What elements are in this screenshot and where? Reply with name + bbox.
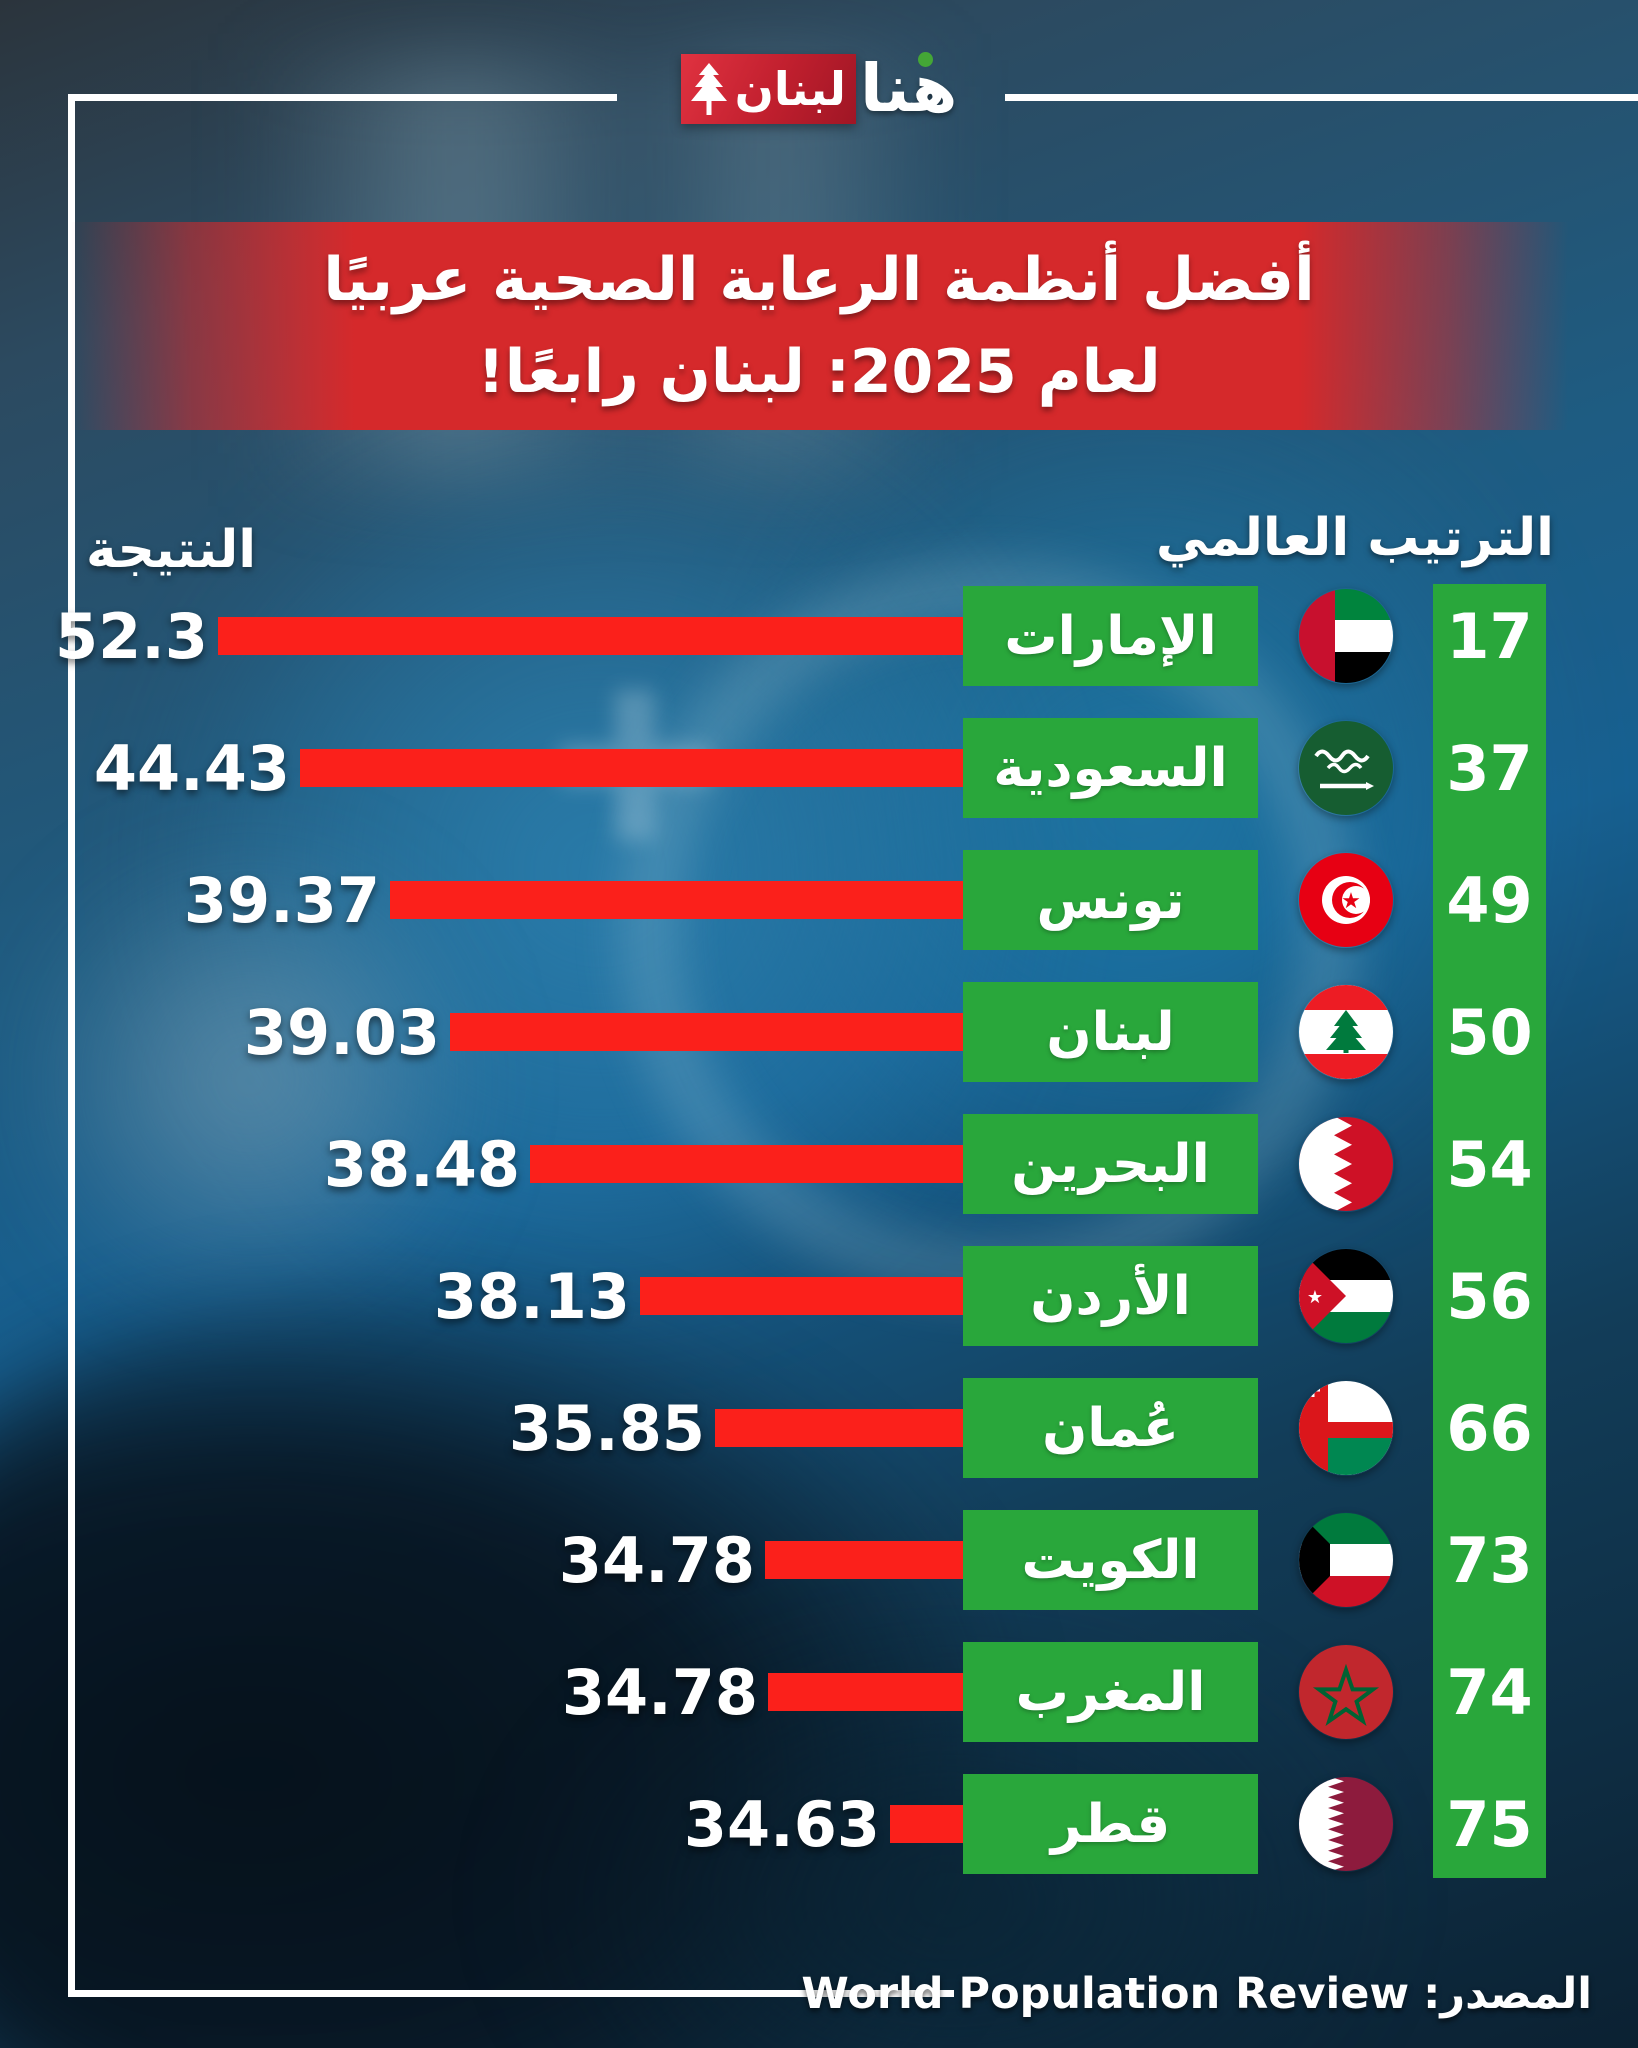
score-value: 34.78	[558, 1523, 755, 1597]
world-rank-value: 73	[1446, 1523, 1533, 1597]
country-box: قطر	[963, 1774, 1258, 1874]
logo-red-box: لبنان	[680, 54, 856, 124]
country-box: السعودية	[963, 718, 1258, 818]
country-box: المغرب	[963, 1642, 1258, 1742]
world-rank-column: 17 37 49 50 54 56 66 73 74 75	[1433, 584, 1546, 1878]
logo-prefix-text: هنا	[856, 52, 957, 124]
country-name: عُمان	[1042, 1397, 1179, 1459]
source-value: World Population Review	[801, 1969, 1410, 2019]
score-value: 52.3	[55, 599, 208, 673]
score-value: 44.43	[93, 731, 290, 805]
source-label: المصدر:	[1423, 1969, 1592, 2019]
country-name: تونس	[1036, 869, 1185, 931]
chart-row-om: 35.85 عُمان	[0, 1362, 1638, 1494]
score-bar	[765, 1541, 963, 1579]
title-line-1: أفضل أنظمة الرعاية الصحية عربيًا	[323, 245, 1315, 315]
chart-row-kw: 34.78 الكويت	[0, 1494, 1638, 1626]
score-bar	[450, 1013, 963, 1051]
chart-row-tn: 39.37 تونس ★	[0, 834, 1638, 966]
country-box: الإمارات	[963, 586, 1258, 686]
flag-icon-lb	[1298, 984, 1394, 1080]
svg-text:★: ★	[1341, 889, 1361, 914]
country-name: قطر	[1050, 1793, 1171, 1855]
flag-icon-ma	[1298, 1644, 1394, 1740]
world-rank-value: 66	[1446, 1391, 1533, 1465]
flag-icon-qa	[1298, 1776, 1394, 1872]
score-bar	[715, 1409, 963, 1447]
country-name: السعودية	[993, 737, 1228, 799]
score-bar	[300, 749, 963, 787]
svg-text:★: ★	[1307, 1287, 1323, 1308]
score-bar	[768, 1673, 963, 1711]
logo-hona-lebnan: هنا لبنان	[0, 34, 1638, 144]
score-value: 39.03	[243, 995, 440, 1069]
frame-border-left	[68, 94, 75, 1997]
country-name: البحرين	[1011, 1133, 1210, 1195]
country-box: الأردن	[963, 1246, 1258, 1346]
world-rank-value: 74	[1446, 1655, 1533, 1729]
country-name: لبنان	[1046, 1001, 1175, 1063]
world-rank-value: 75	[1446, 1787, 1533, 1861]
flag-icon-kw	[1298, 1512, 1394, 1608]
world-rank-value: 54	[1446, 1127, 1533, 1201]
title-banner: أفضل أنظمة الرعاية الصحية عربيًا لعام 20…	[70, 222, 1568, 430]
world-rank-value: 56	[1446, 1259, 1533, 1333]
country-name: الإمارات	[1004, 605, 1217, 667]
flag-icon-jo: ★	[1298, 1248, 1394, 1344]
flag-icon-sa	[1298, 720, 1394, 816]
score-value: 38.13	[433, 1259, 630, 1333]
score-bar	[390, 881, 963, 919]
country-box: البحرين	[963, 1114, 1258, 1214]
score-column-header: النتيجة	[86, 520, 257, 580]
chart-rows: 52.3 الإمارات 44.43 السعودية 39.37 تونس ★ 39.03…	[0, 570, 1638, 1890]
world-rank-value: 17	[1446, 599, 1533, 673]
chart-row-qa: 34.63 قطر	[0, 1758, 1638, 1890]
chart-row-sa: 44.43 السعودية	[0, 702, 1638, 834]
world-rank-value: 49	[1446, 863, 1533, 937]
score-bar	[218, 617, 963, 655]
country-name: الأردن	[1030, 1265, 1191, 1327]
flag-icon-tn: ★	[1298, 852, 1394, 948]
title-line-2: لعام 2025: لبنان رابعًا!	[477, 337, 1161, 407]
frame-border-top-left	[68, 94, 617, 101]
score-value: 35.85	[508, 1391, 705, 1465]
source-line: المصدر: World Population Review	[801, 1962, 1592, 2026]
score-bar	[890, 1805, 963, 1843]
flag-icon-om	[1298, 1380, 1394, 1476]
score-bar	[640, 1277, 963, 1315]
chart-row-ae: 52.3 الإمارات	[0, 570, 1638, 702]
score-bar	[530, 1145, 963, 1183]
chart-row-bh: 38.48 البحرين	[0, 1098, 1638, 1230]
cedar-tree-icon	[690, 63, 727, 115]
world-rank-value: 37	[1446, 731, 1533, 805]
country-box: لبنان	[963, 982, 1258, 1082]
country-name: الكويت	[1021, 1529, 1200, 1591]
chart-row-lb: 39.03 لبنان	[0, 966, 1638, 1098]
world-rank-value: 50	[1446, 995, 1533, 1069]
chart-row-ma: 34.78 المغرب	[0, 1626, 1638, 1758]
flag-icon-ae	[1298, 588, 1394, 684]
country-box: تونس	[963, 850, 1258, 950]
rank-column-header: الترتيب العالمي	[1155, 508, 1554, 568]
flag-icon-bh	[1298, 1116, 1394, 1212]
country-name: المغرب	[1015, 1661, 1206, 1723]
frame-border-bottom	[68, 1990, 954, 1997]
logo-name-label: لبنان	[734, 62, 846, 116]
chart-row-jo: 38.13 الأردن ★	[0, 1230, 1638, 1362]
score-value: 38.48	[323, 1127, 520, 1201]
score-value: 34.78	[561, 1655, 758, 1729]
country-box: عُمان	[963, 1378, 1258, 1478]
logo-green-dot	[918, 52, 934, 67]
score-value: 34.63	[683, 1787, 880, 1861]
frame-border-top-right	[1005, 94, 1638, 101]
logo-prefix-label: هنا	[859, 50, 958, 127]
country-box: الكويت	[963, 1510, 1258, 1610]
score-value: 39.37	[183, 863, 380, 937]
